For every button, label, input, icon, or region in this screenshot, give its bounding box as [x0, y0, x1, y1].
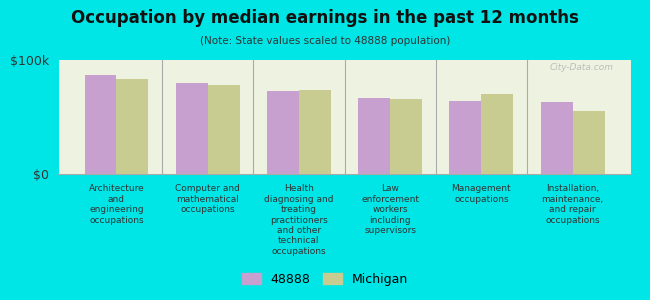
Bar [299, 90, 331, 174]
Bar [207, 85, 240, 174]
Bar [449, 101, 482, 174]
Bar [267, 91, 299, 174]
Bar [176, 83, 207, 174]
Legend: 48888, Michigan: 48888, Michigan [237, 268, 413, 291]
Bar [358, 98, 390, 174]
Text: City-Data.com: City-Data.com [549, 63, 614, 72]
Text: Occupation by median earnings in the past 12 months: Occupation by median earnings in the pas… [71, 9, 579, 27]
Bar [573, 111, 604, 174]
Bar [541, 102, 573, 174]
Bar [482, 94, 514, 174]
Bar [116, 80, 148, 174]
Bar [84, 75, 116, 174]
Bar [390, 99, 422, 174]
Text: (Note: State values scaled to 48888 population): (Note: State values scaled to 48888 popu… [200, 36, 450, 46]
